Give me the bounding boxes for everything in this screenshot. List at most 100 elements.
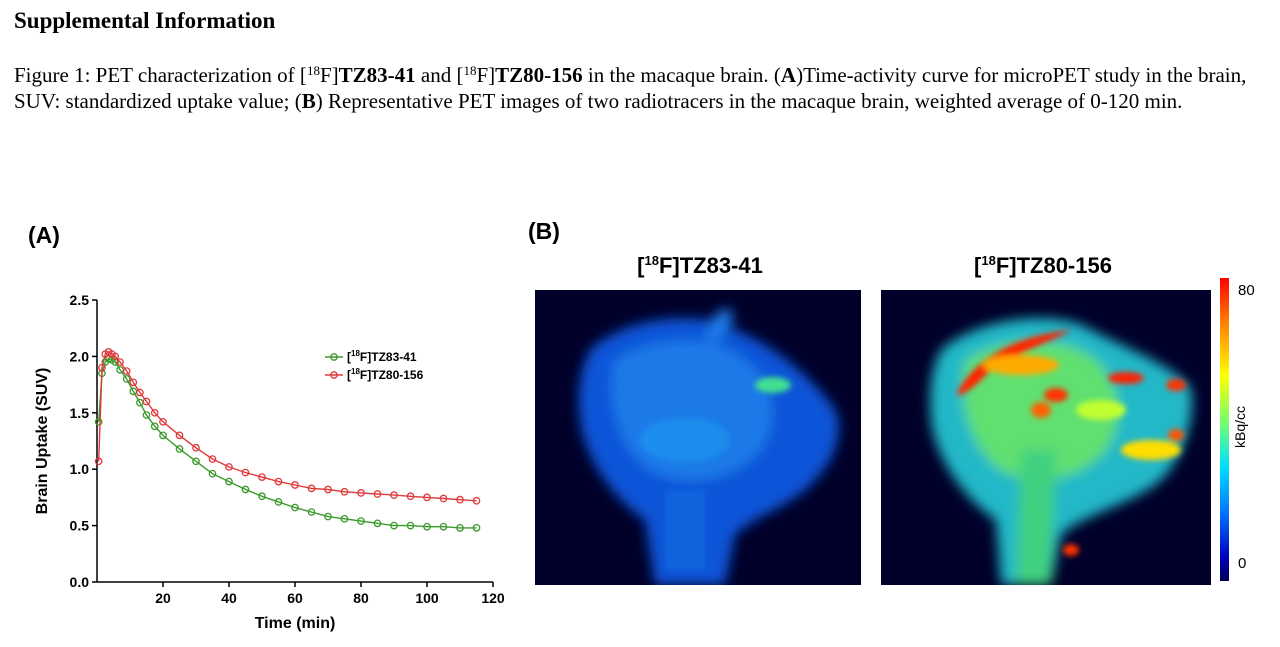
data-point — [423, 493, 431, 502]
data-point — [406, 521, 415, 530]
image-title-superscript: 18 — [981, 253, 996, 268]
panel-b-label: (B) — [528, 218, 560, 244]
data-point — [136, 388, 144, 397]
y-tick-label: 2.0 — [70, 348, 90, 364]
section-heading: Supplemental Information — [14, 8, 276, 33]
y-axis-label: Brain Uptake (SUV) — [34, 368, 51, 515]
legend-swatch-marker — [330, 371, 338, 379]
data-point — [324, 485, 332, 494]
data-point — [258, 492, 266, 501]
time-activity-chart: 0.0 0.5 1.0 1.5 2.0 2.5 20 40 60 80 100 120 Time (mi… — [34, 292, 505, 632]
data-point — [208, 455, 217, 463]
data-point — [406, 492, 415, 501]
legend-swatch-marker — [330, 353, 338, 361]
data-point — [111, 352, 120, 361]
x-tick-label: 40 — [221, 590, 237, 606]
legend-entry: [18F]TZ83-41 — [347, 349, 417, 364]
legend-superscript: 18 — [351, 367, 360, 376]
legend-label: F]TZ83-41 — [360, 350, 417, 364]
caption-text: F] — [476, 63, 496, 87]
legend-bracket: [ — [347, 350, 351, 364]
image-title-tz80-156: [18F]TZ80-156 — [878, 253, 1208, 279]
data-point — [208, 469, 217, 478]
image-title-bracket: [ — [974, 253, 982, 278]
caption-compound-name: TZ83-41 — [338, 63, 416, 87]
data-point — [116, 358, 124, 366]
caption-superscript: 18 — [306, 63, 320, 78]
data-point — [175, 445, 184, 453]
data-point — [142, 397, 151, 406]
data-point — [192, 457, 200, 466]
chart-legend: [18F]TZ83-41[18F]TZ80-156 — [325, 349, 424, 382]
caption-superscript: 18 — [463, 63, 477, 78]
y-tick-label: 1.5 — [70, 405, 90, 421]
data-point — [390, 521, 398, 530]
caption-text: in the macaque brain. ( — [582, 63, 781, 87]
x-axis-label: Time (min) — [255, 615, 336, 632]
data-point — [241, 468, 250, 477]
data-point — [439, 494, 448, 503]
series-line — [98, 357, 477, 529]
data-point — [357, 517, 365, 525]
legend-label: F]TZ80-156 — [360, 368, 424, 382]
image-title-text: F]TZ83-41 — [658, 253, 763, 278]
chart-series — [94, 348, 481, 532]
data-point — [274, 498, 283, 506]
caption-compound-name: TZ80-156 — [495, 63, 583, 87]
image-title-text: F]TZ80-156 — [995, 253, 1112, 278]
colorbar-unit-label: kBq/cc — [1232, 405, 1248, 448]
data-point — [111, 358, 120, 366]
data-point — [472, 524, 481, 532]
data-point — [307, 484, 316, 493]
data-point — [94, 457, 103, 466]
data-point — [159, 431, 167, 440]
colorbar-max-label: 80 — [1238, 282, 1255, 299]
data-point — [129, 378, 138, 387]
data-point — [291, 503, 299, 512]
data-point — [423, 522, 431, 531]
data-point — [94, 417, 103, 426]
y-tick-label: 2.5 — [70, 292, 90, 308]
caption-panel-ref: A — [780, 63, 797, 87]
x-tick-label: 60 — [287, 590, 303, 606]
data-point — [307, 508, 316, 516]
data-point — [159, 417, 167, 426]
data-point — [324, 512, 332, 521]
data-point — [98, 363, 106, 372]
chart-axes: 0.0 0.5 1.0 1.5 2.0 2.5 20 40 60 80 100 120 Time (mi… — [34, 292, 505, 632]
image-title-bracket: [ — [637, 253, 645, 278]
data-point — [122, 375, 131, 383]
x-tick-label: 20 — [155, 590, 171, 606]
legend-bracket: [ — [347, 368, 351, 382]
data-point — [472, 496, 481, 505]
legend-entry: [18F]TZ80-156 — [347, 367, 424, 382]
data-point — [456, 495, 464, 504]
data-point — [150, 408, 159, 417]
pet-image-tz80-156 — [881, 290, 1211, 585]
x-tick-label: 100 — [415, 590, 439, 606]
panel-a-label: (A) — [28, 222, 60, 248]
image-title-superscript: 18 — [644, 253, 659, 268]
data-point — [439, 522, 448, 531]
data-point — [274, 477, 283, 486]
data-point — [390, 491, 398, 499]
legend-superscript: 18 — [351, 349, 360, 358]
data-point — [225, 477, 233, 486]
figure-caption: Figure 1: PET characterization of [18F]T… — [14, 62, 1270, 114]
x-tick-label: 80 — [353, 590, 369, 606]
caption-text: Figure 1: PET characterization of [ — [14, 63, 307, 87]
data-point — [142, 411, 151, 419]
colorbar-min-label: 0 — [1238, 555, 1247, 572]
image-title-tz83-41: [18F]TZ83-41 — [535, 253, 865, 279]
caption-text: )Time-activity curve for microPET study … — [14, 63, 1247, 113]
data-point — [357, 489, 365, 497]
y-tick-label: 0.0 — [70, 574, 90, 590]
caption-text: and [ — [415, 63, 464, 87]
data-point — [291, 481, 299, 489]
data-point — [258, 473, 266, 481]
colorbar — [1220, 278, 1229, 581]
y-tick-label: 0.5 — [70, 518, 90, 534]
data-point — [340, 514, 349, 523]
pet-image-tz83-41 — [535, 290, 861, 585]
caption-text: F] — [319, 63, 339, 87]
